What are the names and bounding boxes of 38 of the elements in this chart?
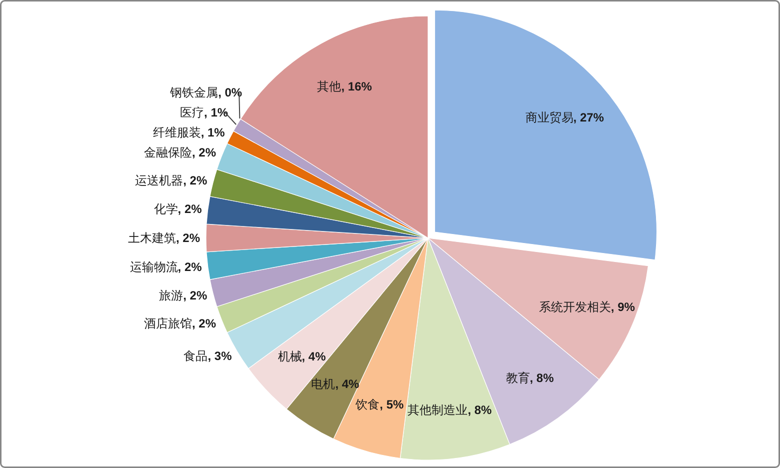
data-label: , 3% <box>208 349 232 364</box>
slice-label: 教育 <box>506 371 530 386</box>
slice-label: 运输物流 <box>130 260 178 274</box>
slice-label: 系统开发相关 <box>538 300 611 314</box>
data-label: , 1% <box>200 126 226 140</box>
data-label: , 8% <box>530 371 554 386</box>
slice-label: 酒店旅馆 <box>144 316 192 330</box>
slice-label: 电机 <box>311 377 336 392</box>
slice-label: 土木建筑 <box>128 231 176 245</box>
data-label: , 27% <box>573 110 604 125</box>
slice-label: 运送机器 <box>135 173 184 188</box>
slice-label: 纤维服装 <box>152 126 201 140</box>
slice-label: 商业贸易 <box>525 110 574 125</box>
data-label: , 9% <box>610 300 636 314</box>
data-label: , 2% <box>178 202 202 216</box>
category-label: 钢铁金属 <box>170 86 218 100</box>
slice-label: 医疗 <box>180 106 204 120</box>
data-label: , 2% <box>183 173 208 188</box>
slice-label: 其他 <box>317 79 342 94</box>
slice-label: 食品 <box>184 349 208 364</box>
data-label: , 8% <box>468 402 492 417</box>
text: , 0% <box>218 86 242 100</box>
data-label: , 2% <box>176 231 200 245</box>
data-label: , 2% <box>183 288 208 303</box>
slice-label: 饮食 <box>354 397 380 412</box>
slice-label: 其他制造业 <box>408 402 468 417</box>
data-label: , 16% <box>341 79 372 94</box>
slice-label: 旅游 <box>159 288 184 303</box>
data-label: , 5% <box>380 397 404 412</box>
data-label: , 1% <box>204 106 228 120</box>
data-label: , 4% <box>335 377 360 392</box>
slice-label: 金融保险 <box>144 146 192 160</box>
data-label: , 2% <box>178 260 202 274</box>
data-label: , 4% <box>302 350 326 364</box>
data-label: , 2% <box>192 146 216 160</box>
data-label: , 2% <box>192 316 216 330</box>
slice-label: 机械 <box>278 350 302 364</box>
slice-label: 化学 <box>154 202 178 216</box>
